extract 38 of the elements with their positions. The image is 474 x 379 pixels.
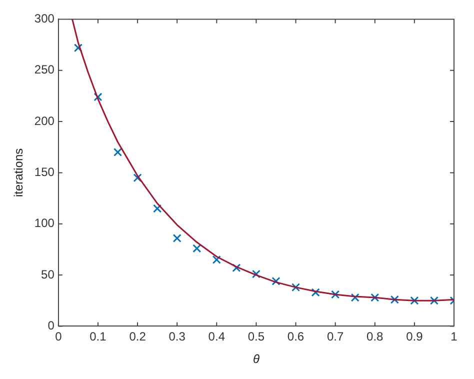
point: [272, 276, 280, 286]
x-tick-label: 0.7: [326, 330, 344, 344]
point: [74, 44, 82, 52]
point: [350, 293, 360, 302]
y-tick-label: 0: [48, 318, 55, 333]
x-tick-label: 0.1: [90, 330, 107, 344]
point: [430, 296, 439, 305]
x-tick-label: 0.5: [248, 330, 265, 344]
y-tick-label: 200: [34, 114, 55, 128]
point: [252, 270, 260, 278]
point: [291, 283, 300, 292]
point: [311, 288, 320, 297]
x-axis-title: θ: [252, 352, 260, 366]
x-tick-label: 0.8: [366, 330, 384, 344]
point: [331, 290, 340, 299]
y-tick-label: 300: [34, 12, 55, 26]
x-tick-label: 0.4: [208, 330, 226, 344]
x-tick-label: 0.6: [287, 330, 304, 344]
x-tick-label: 0.9: [406, 330, 424, 344]
point: [153, 204, 162, 213]
x-tick-label: 0.2: [129, 330, 146, 344]
y-tick-label: 100: [34, 216, 55, 230]
point: [370, 293, 380, 302]
point: [212, 255, 221, 264]
point: [133, 174, 142, 182]
point: [390, 295, 399, 304]
point: [192, 244, 202, 253]
point: [172, 234, 182, 242]
point: [410, 296, 419, 305]
y-tick-label: 150: [34, 165, 55, 180]
y-tick-label: 50: [41, 267, 55, 282]
point: [232, 264, 241, 272]
x-tick-label: 1: [450, 330, 458, 344]
point: [113, 148, 122, 157]
y-tick-label: 250: [34, 62, 55, 77]
x-tick-label: 0.3: [168, 330, 186, 344]
y-axis-title: iterations: [12, 148, 26, 198]
point: [94, 92, 102, 102]
